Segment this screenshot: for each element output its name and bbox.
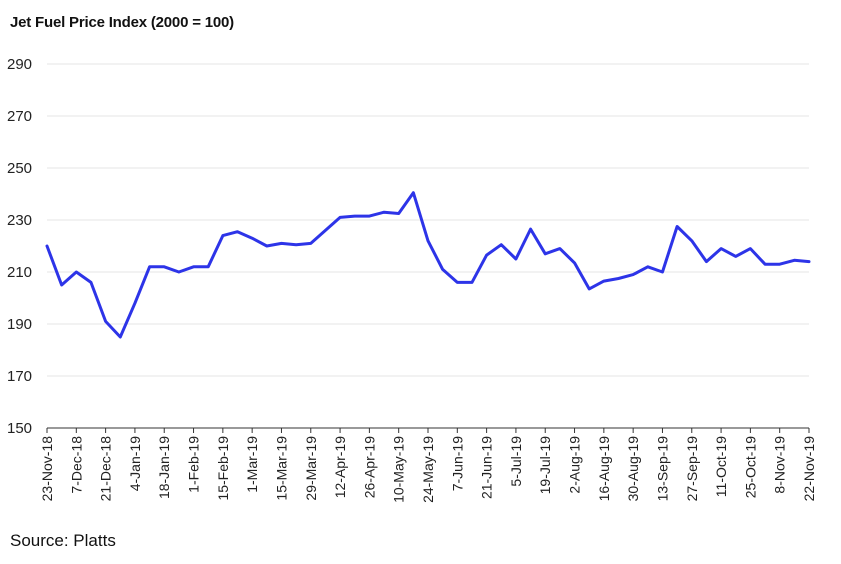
- y-axis-ticks: 150 170 190 210 230 250 270 290: [7, 56, 32, 437]
- chart-source: Source: Platts: [10, 531, 116, 550]
- chart-title: Jet Fuel Price Index (2000 = 100): [10, 14, 234, 31]
- x-tick-label: 21-Jun-19: [479, 436, 495, 499]
- x-tick-label: 1-Mar-19: [244, 436, 260, 493]
- x-tick-label: 15-Feb-19: [215, 436, 231, 501]
- x-tick-label: 19-Jul-19: [537, 436, 553, 495]
- y-tick-label: 150: [7, 420, 32, 437]
- x-tick-label: 12-Apr-19: [332, 436, 348, 498]
- x-tick-label: 13-Sep-19: [654, 436, 670, 502]
- x-tick-label: 15-Mar-19: [273, 436, 289, 501]
- x-tick-label: 29-Mar-19: [303, 436, 319, 501]
- x-tick-label: 7-Jun-19: [449, 436, 465, 491]
- x-tick-label: 4-Jan-19: [127, 436, 143, 491]
- y-tick-label: 290: [7, 56, 32, 73]
- x-tick-label: 21-Dec-18: [98, 436, 114, 502]
- x-tick-label: 22-Nov-19: [801, 436, 817, 502]
- x-tick-label: 26-Apr-19: [361, 436, 377, 498]
- y-tick-label: 190: [7, 316, 32, 333]
- y-tick-label: 170: [7, 368, 32, 385]
- y-tick-label: 210: [7, 264, 32, 281]
- y-tick-label: 270: [7, 108, 32, 125]
- series-line: [45, 191, 811, 339]
- x-tick-label: 8-Nov-19: [772, 436, 788, 494]
- x-tick-label: 23-Nov-18: [39, 436, 55, 502]
- x-tick-label: 27-Sep-19: [684, 436, 700, 502]
- x-tick-label: 24-May-19: [420, 436, 436, 503]
- x-tick-label: 11-Oct-19: [713, 436, 729, 497]
- x-tick-label: 18-Jan-19: [156, 436, 172, 499]
- x-tick-label: 30-Aug-19: [625, 436, 641, 502]
- x-tick-label: 16-Aug-19: [596, 436, 612, 502]
- x-tick-label: 2-Aug-19: [567, 436, 583, 494]
- x-tick-label: 7-Dec-18: [68, 436, 84, 494]
- x-tick-label: 5-Jul-19: [508, 436, 524, 487]
- x-tick-label: 10-May-19: [391, 436, 407, 503]
- grid-layer: [47, 63, 809, 377]
- y-tick-label: 230: [7, 212, 32, 229]
- y-tick-label: 250: [7, 160, 32, 177]
- x-axis-ticks: 23-Nov-18 7-Dec-18 21-Dec-18 4-Jan-19 18-Jan…: [39, 428, 817, 503]
- x-tick-label: 1-Feb-19: [186, 436, 202, 493]
- x-tick-label: 25-Oct-19: [742, 436, 758, 498]
